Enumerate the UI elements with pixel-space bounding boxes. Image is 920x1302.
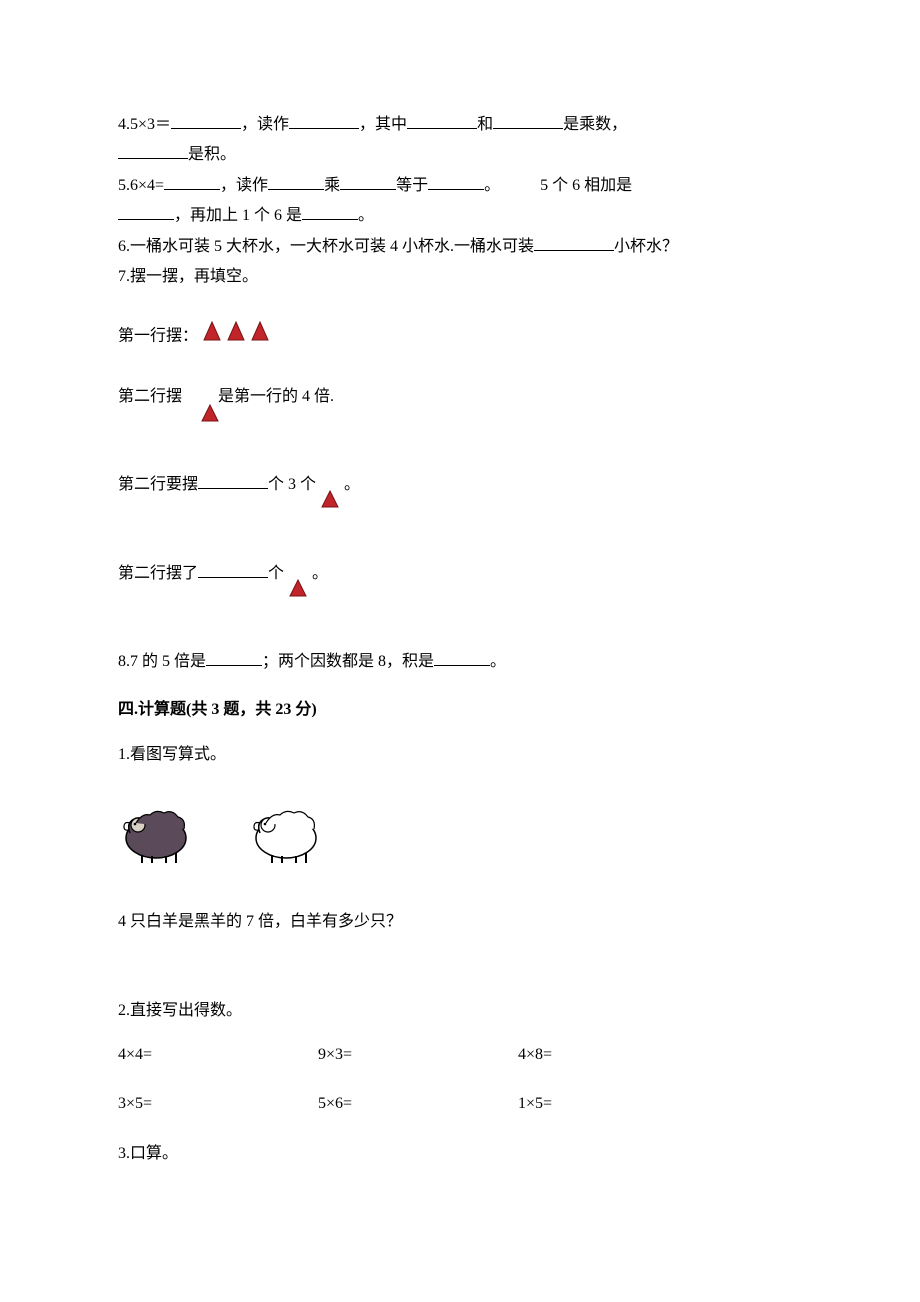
q4-t5: 是积。 <box>188 146 236 163</box>
q4-t1: ，读作 <box>241 116 289 133</box>
q7-row4-c: 。 <box>312 565 328 582</box>
triangle-icon <box>202 320 274 342</box>
q4-t3: 和 <box>477 116 493 133</box>
blank <box>171 114 241 129</box>
q4-t2: ，其中 <box>359 116 407 133</box>
spacer <box>118 292 802 320</box>
blank <box>493 114 563 129</box>
q5-t1: ，读作 <box>220 177 268 194</box>
question-5-line2: ，再加上 1 个 6 是 。 <box>118 201 802 231</box>
blank <box>407 114 477 129</box>
triangle-row-3 <box>202 320 274 353</box>
blank <box>198 474 268 489</box>
s4-q3-title: 3.口算。 <box>118 1139 802 1169</box>
q8-c: 。 <box>490 653 506 670</box>
q4-prefix: 4.5×3＝ <box>118 116 171 133</box>
question-6: 6.一桶水可装 5 大杯水，一大杯水可装 4 小杯水.一桶水可装 小杯水？ <box>118 232 802 262</box>
s4-q1-title: 1.看图写算式。 <box>118 740 802 770</box>
blank <box>118 144 188 159</box>
q7-row2-b: 是第一行的 4 倍. <box>218 388 334 405</box>
q7-row4-b: 个 <box>268 565 284 582</box>
calc-cell: 3×5= <box>118 1089 318 1119</box>
q5-t5: 5 个 6 相加是 <box>540 177 632 194</box>
q7-row1: 第一行摆： <box>118 320 802 353</box>
q7-row3-c: 。 <box>344 476 360 493</box>
blank <box>534 235 614 250</box>
q5-t2: 乘 <box>324 177 340 194</box>
triangle-icon <box>200 403 220 434</box>
calc-row-2: 3×5= 5×6= 1×5= <box>118 1089 802 1119</box>
triangle-icon <box>320 489 340 520</box>
calc-cell: 5×6= <box>318 1089 518 1119</box>
calc-cell: 1×5= <box>518 1089 718 1119</box>
q8-b: ；两个因数都是 8，积是 <box>262 653 434 670</box>
blank <box>206 651 262 666</box>
worksheet-page: 4.5×3＝，读作，其中和是乘数， 是积。 5.6×4=，读作乘等于。5 个 6… <box>0 0 920 1243</box>
spacer <box>118 591 802 619</box>
question-4: 4.5×3＝ ，读作 ，其中 和 是乘数， <box>118 110 802 140</box>
spacer <box>118 619 802 647</box>
q7-row4-a: 第二行摆了 <box>118 565 198 582</box>
q7-row3-b: 个 3 个 <box>268 476 316 493</box>
q5-prefix: 5.6×4= <box>118 177 164 194</box>
q7-row3: 第二行要摆 个 3 个 。 <box>118 470 802 502</box>
sheep-icons <box>118 798 338 868</box>
blank <box>198 562 268 577</box>
blank <box>302 205 358 220</box>
blank <box>164 174 220 189</box>
q6-a: 6.一桶水可装 5 大杯水，一大杯水可装 4 小杯水.一桶水可装 <box>118 238 534 255</box>
question-4-line2: 是积。 <box>118 140 802 170</box>
q8-a: 8.7 的 5 倍是 <box>118 653 206 670</box>
blank <box>428 174 484 189</box>
blank <box>340 174 396 189</box>
calc-cell: 4×4= <box>118 1040 318 1070</box>
q5-t4: 。 <box>484 177 500 194</box>
q7-row3-a: 第二行要摆 <box>118 476 198 493</box>
s4-q2-title: 2.直接写出得数。 <box>118 996 802 1026</box>
question-8: 8.7 的 5 倍是 ；两个因数都是 8，积是 。 <box>118 647 802 677</box>
question-7-title: 7.摆一摆，再填空。 <box>118 262 802 292</box>
blank <box>118 205 174 220</box>
q5-t7: 。 <box>358 207 374 224</box>
calc-cell: 9×3= <box>318 1040 518 1070</box>
q5-t3: 等于 <box>396 177 428 194</box>
sheep-illustration-row <box>118 798 802 879</box>
question-5: 5.6×4= ，读作 乘 等于 。 5 个 6 相加是 <box>118 171 802 201</box>
q7-row2: 第二行摆 是第一行的 4 倍. <box>118 382 802 414</box>
q7-row1-label: 第一行摆： <box>118 328 198 345</box>
spacer <box>118 354 802 382</box>
q6-b: 小杯水？ <box>614 238 678 255</box>
section-4-title: 四.计算题(共 3 题，共 23 分) <box>118 695 802 725</box>
q4-t4: 是乘数， <box>563 116 627 133</box>
q7-row4: 第二行摆了 个 。 <box>118 559 802 591</box>
calc-row-1: 4×4= 9×3= 4×8= <box>118 1040 802 1070</box>
spacer <box>118 952 802 982</box>
blank <box>434 651 490 666</box>
spacer <box>118 531 802 559</box>
blank <box>289 114 359 129</box>
spacer <box>118 503 802 531</box>
spacer <box>118 414 802 442</box>
s4-q1-text: 4 只白羊是黑羊的 7 倍，白羊有多少只？ <box>118 907 802 937</box>
triangle-icon <box>288 578 308 609</box>
calc-cell: 4×8= <box>518 1040 718 1070</box>
spacer <box>118 442 802 470</box>
q5-t6: ，再加上 1 个 6 是 <box>174 207 302 224</box>
blank <box>268 174 324 189</box>
q7-row2-a: 第二行摆 <box>118 388 182 405</box>
